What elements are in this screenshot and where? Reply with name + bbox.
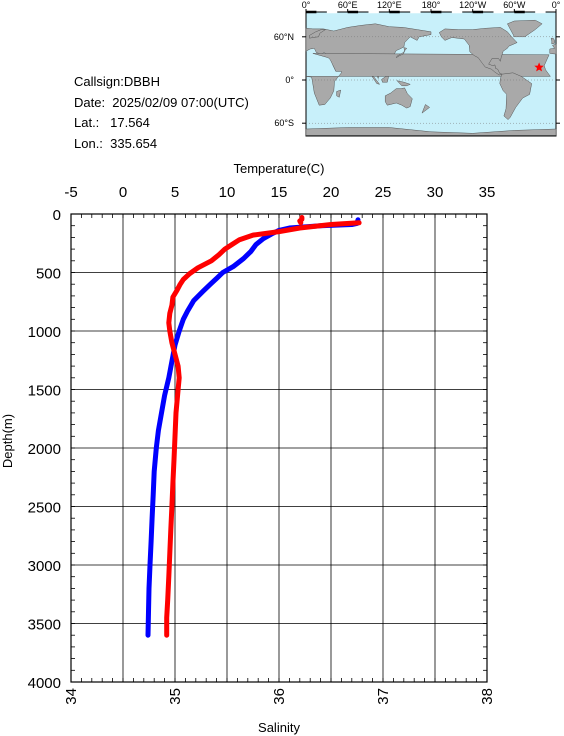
date-label: Date: 2025/02/09 07:00(UTC) (74, 94, 249, 110)
depth-tick-label: 4000 (28, 675, 61, 692)
temp-tick-label: 20 (323, 184, 340, 201)
temp-tick-label: 30 (427, 184, 444, 201)
salinity-axis-title: Salinity (258, 720, 300, 735)
map-land-australia (384, 87, 413, 109)
map-land-borneo (381, 76, 389, 83)
map-land-greenland (507, 19, 543, 38)
map-land-japan (395, 47, 408, 59)
salinity-profile-line (164, 220, 362, 638)
temp-tick-label: 25 (375, 184, 392, 201)
map-land-north-america (438, 27, 518, 76)
temp-tick-label: 10 (219, 184, 236, 201)
depth-axis-title: Depth(m) (0, 414, 15, 468)
map-lon-label: 0° (552, 0, 561, 10)
plot-frame (70, 213, 488, 683)
depth-tick-label: 2500 (28, 500, 61, 517)
sal-tick-label: 37 (375, 688, 392, 705)
longitude-label: Lon.: 335.654 (74, 135, 158, 151)
callsign-label: Callsign:DBBH (74, 74, 160, 89)
map-land-uk (550, 37, 555, 45)
latitude-label: Lat.: 17.564 (74, 115, 150, 130)
depth-tick-label: 1000 (28, 324, 61, 341)
temp-tick-label: 0 (119, 184, 127, 201)
temp-tick-label: -5 (64, 184, 77, 201)
temperature-axis-title: Temperature(C) (233, 161, 324, 176)
sal-tick-label: 38 (479, 688, 496, 705)
map-land-sumatra (371, 75, 381, 85)
map-land-new-guinea (396, 80, 411, 87)
map-land-antarctica (305, 127, 557, 136)
map-land-south-america (499, 72, 532, 120)
map-lat-label: 60°N (274, 32, 294, 42)
map-lon-label: 60°W (503, 0, 526, 10)
sal-tick-label: 34 (63, 688, 80, 705)
temp-tick-label: 5 (171, 184, 179, 201)
depth-tick-label: 500 (36, 266, 61, 283)
depth-tick-label: 2000 (28, 441, 61, 458)
map-lon-label: 60°E (338, 0, 358, 10)
sal-tick-label: 36 (271, 688, 288, 705)
map-lon-label: 180° (422, 0, 441, 10)
map-land-scandinavia (309, 29, 327, 39)
sal-tick-label: 35 (167, 688, 184, 705)
map-lat-label: 0° (285, 75, 294, 85)
depth-tick-label: 0 (53, 207, 61, 224)
temperature-profile-line (145, 217, 361, 638)
map-land-madagascar (336, 89, 342, 98)
temp-tick-label: 35 (479, 184, 496, 201)
depth-tick-label: 3000 (28, 558, 61, 575)
depth-tick-label: 3500 (28, 617, 61, 634)
map-lon-label: 120°E (377, 0, 402, 10)
salinity-profile-line (297, 215, 305, 226)
station-info: Callsign:DBBH Date: 2025/02/09 07:00(UTC… (74, 72, 249, 154)
map-lon-label: 120°W (459, 0, 487, 10)
world-map: 0° 60°E 120°E 180° 120°W 60°W 0° 60°N 0° 60°S (274, 0, 561, 137)
depth-tick-label: 1500 (28, 383, 61, 400)
map-land-europe-west (549, 43, 557, 55)
map-lat-label: 60°S (274, 118, 294, 128)
temp-tick-label: 15 (271, 184, 288, 201)
station-marker (534, 62, 544, 72)
map-lon-label: 0° (302, 0, 311, 10)
map-land-new-zealand (421, 104, 431, 114)
